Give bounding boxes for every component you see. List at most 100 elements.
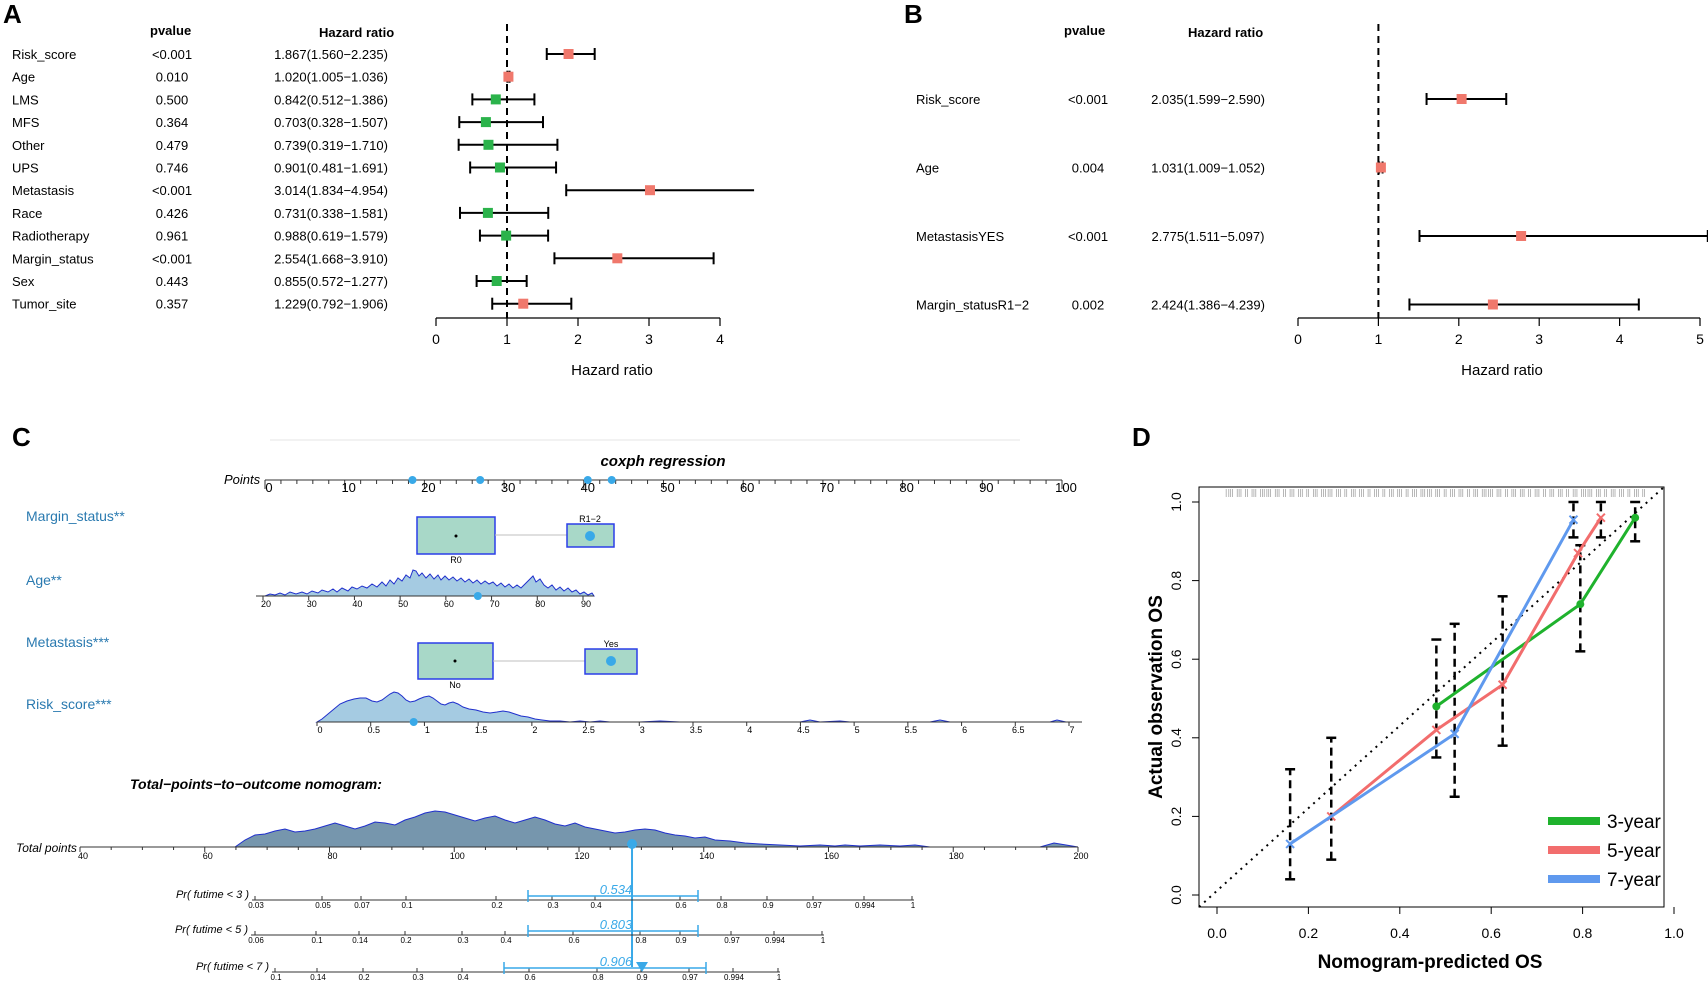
points-tick-label: 10 [341, 480, 355, 495]
calibration-point [1568, 514, 1579, 525]
y-tick-label: 0.4 [1168, 728, 1184, 748]
points-tick-label: 100 [1055, 480, 1077, 495]
outcome-value: 0.906 [600, 954, 633, 969]
points-tick-label: 40 [581, 480, 595, 495]
hazard-ratio-text: 0.731(0.338−1.581) [274, 206, 388, 221]
outcome-tick-label: 0.3 [457, 936, 469, 945]
hazard-ratio-text: 1.031(1.009−1.052) [1151, 161, 1265, 176]
calibration-point [1432, 702, 1441, 711]
hazard-ratio-text: 0.739(0.319−1.710) [274, 138, 388, 153]
hr-point [644, 185, 655, 196]
axis-tick-label: 2.5 [582, 725, 595, 735]
outcome-tick-label: 0.2 [400, 936, 412, 945]
x-tick-label: 0.8 [1573, 925, 1593, 941]
hazard-ratio-text: 2.554(1.668−3.910) [274, 251, 388, 266]
risk-score-density [315, 691, 1082, 723]
outcome-tick-label: 0.9 [762, 901, 774, 910]
panel-label-b: B [904, 0, 923, 29]
forest-plot-a: pvalue Hazard ratio Risk_score <0.001 1.86… [12, 23, 755, 379]
margin-r12-marker [585, 531, 595, 541]
calibration-point [1449, 729, 1460, 739]
forest-row: Race 0.426 0.731(0.338−1.581) [12, 206, 550, 221]
axis-tick-label: 5.5 [905, 725, 918, 735]
margin-r0-dot [454, 534, 458, 538]
hr-point [490, 94, 501, 105]
total-points-density [83, 810, 1079, 848]
panel-label-a: A [3, 0, 22, 29]
panel-label-c: C [12, 422, 31, 452]
total-title: Total−points−to−outcome nomogram: [130, 776, 382, 792]
outcome-tick-label: 0.03 [248, 901, 264, 910]
hr-point [1456, 94, 1467, 104]
axis-tick-label: 3 [640, 725, 645, 735]
margin-status-label: Margin_status** [26, 508, 125, 524]
axis-tick-label: 70 [490, 599, 500, 609]
pvalue-header-a: pvalue [150, 23, 191, 38]
total-tick-label: 40 [78, 851, 88, 861]
total-tick-label: 120 [574, 851, 589, 861]
outcome-tick-label: 0.1 [311, 936, 323, 945]
calibration-line [1289, 518, 1575, 846]
hazard-ratio-text: 2.035(1.599−2.590) [1151, 92, 1265, 107]
y-tick-label: 0.2 [1168, 806, 1184, 826]
variable-name: Age [916, 161, 939, 176]
calibration-frame [1198, 486, 1665, 908]
outcome-tick-label: 0.05 [315, 901, 331, 910]
points-marker [476, 476, 485, 484]
outcome-label: Pr( futime < 5 ) [175, 924, 248, 936]
points-marker [583, 476, 592, 484]
legend-label: 7-year [1607, 870, 1662, 891]
outcome-tick-label: 0.9 [675, 936, 687, 945]
variable-name: Race [12, 206, 42, 221]
outcome-tick-label: 0.3 [547, 901, 559, 910]
value-marker [409, 718, 418, 726]
hr-header-b: Hazard ratio [1188, 25, 1263, 40]
outcome-tick-label: 0.2 [491, 901, 503, 910]
axis-tick-label: 5 [855, 725, 860, 735]
outcome-tick-label: 0.6 [524, 973, 536, 982]
outcome-tick-label: 0.4 [590, 901, 602, 910]
x-tick-label: 0 [1294, 331, 1302, 347]
outcome-tick-label: 0.3 [412, 973, 424, 982]
x-tick-label: 3 [1535, 331, 1543, 347]
x-axis-title-d: Nomogram-predicted OS [1318, 952, 1543, 973]
variable-name: Other [12, 138, 45, 153]
points-tick-label: 60 [740, 480, 754, 495]
variable-name: Tumor_site [12, 297, 77, 312]
calibration-line [1330, 516, 1603, 818]
hr-point [518, 298, 529, 309]
total-tick-label: 160 [824, 851, 839, 861]
outcome-label: Pr( futime < 7 ) [196, 961, 269, 973]
variable-name: Margin_statusR1−2 [916, 298, 1029, 313]
nomogram: coxph regression Points 0 10 20 30 40 50 60 70 8… [16, 439, 1089, 982]
margin-r0-label: R0 [450, 555, 462, 565]
x-tick-label: 4 [716, 331, 724, 347]
p-value: 0.002 [1072, 298, 1105, 313]
outcome-tick-label: 0.97 [806, 901, 822, 910]
axis-tick-label: 80 [535, 599, 545, 609]
x-tick-label: 5 [1696, 331, 1704, 347]
hazard-ratio-text: 1.020(1.005−1.036) [274, 70, 388, 85]
axis-tick-label: 90 [581, 599, 591, 609]
axis-tick-label: 4 [747, 725, 752, 735]
forest-row: Radiotherapy 0.961 0.988(0.619−1.579) [12, 229, 550, 244]
forest-row: Risk_score <0.001 2.035(1.599−2.590) [916, 92, 1508, 107]
hazard-ratio-text: 0.855(0.572−1.277) [274, 274, 388, 289]
hr-point [482, 207, 493, 218]
forest-row: LMS 0.500 0.842(0.512−1.386) [12, 92, 536, 107]
outcome-tick-label: 1 [821, 936, 826, 945]
hr-point [1516, 231, 1527, 241]
calibration-point [1576, 600, 1585, 609]
calibration-point [1497, 680, 1508, 690]
axis-tick-label: 40 [352, 599, 362, 609]
forest-row: Risk_score <0.001 1.867(1.560−2.235) [12, 47, 596, 62]
x-axis-title-b: Hazard ratio [1461, 362, 1543, 379]
points-marker [607, 476, 616, 484]
hr-point [503, 71, 514, 82]
p-value: 0.426 [156, 206, 189, 221]
axis-tick-label: 0 [317, 725, 322, 735]
axis-tick-label: 6.5 [1012, 725, 1025, 735]
outcome-tick-label: 0.8 [635, 936, 647, 945]
y-tick-label: 0.6 [1168, 649, 1184, 669]
value-marker [473, 592, 482, 600]
